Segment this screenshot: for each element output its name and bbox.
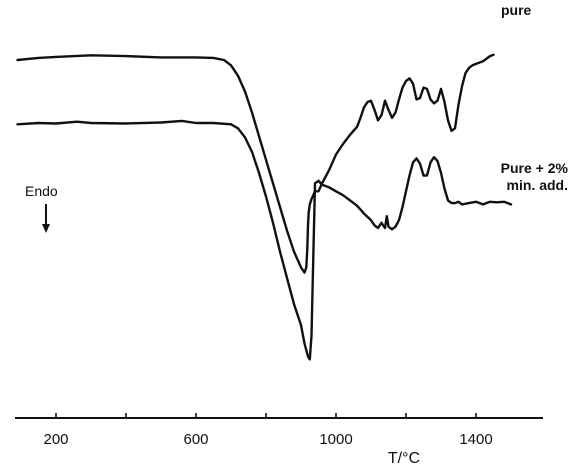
x-tick-label-200: 200 [43,431,68,448]
x-tick-label-1400: 1400 [459,431,492,448]
endo-annotation: Endo [25,183,58,233]
x-tick-label-600: 600 [183,431,208,448]
endo-arrow-head [42,224,50,233]
x-axis-label: T/°C [388,450,420,467]
series-line-additive [16,119,513,361]
series-label-pure: pure [501,2,532,18]
x-axis-ticks: 200 600 1000 1400 [43,413,493,448]
endo-label: Endo [25,183,58,199]
series-line-pure [16,53,495,274]
series-label-additive-line-2: min. add. [507,177,568,193]
curves-layer [16,53,513,361]
series-label-additive-line-1: Pure + 2% [501,160,569,176]
series-label-additive: Pure + 2% min. add. [501,160,569,193]
x-tick-label-1000: 1000 [319,431,352,448]
